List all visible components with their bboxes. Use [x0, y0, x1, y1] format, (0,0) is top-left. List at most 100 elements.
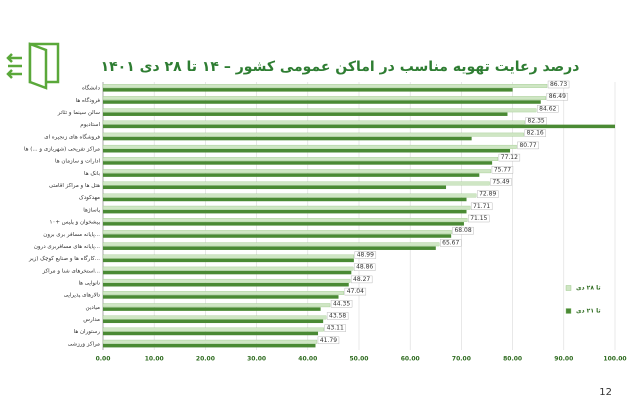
- legend-swatch: [565, 308, 572, 314]
- value-label: 43.58: [329, 312, 346, 319]
- bar: [102, 96, 546, 101]
- bar: [103, 307, 321, 311]
- bar: [102, 339, 318, 344]
- value-label: 48.86: [356, 264, 373, 271]
- x-tick-label: 80.00: [503, 356, 522, 363]
- bar: [103, 209, 467, 214]
- bar: [102, 254, 354, 259]
- value-label: 75.49: [492, 178, 509, 185]
- y-tick-label: مراکز ورزشی: [68, 340, 100, 347]
- bar: [103, 270, 352, 275]
- value-label: 82.35: [528, 118, 545, 125]
- value-label-box: [440, 239, 462, 247]
- y-tick-label: دانشگاه: [82, 85, 101, 92]
- bar: [103, 331, 319, 336]
- value-label-box: [476, 190, 499, 198]
- bar: [102, 193, 477, 198]
- x-tick-label: 70.00: [452, 356, 471, 363]
- value-label-box: [490, 178, 512, 186]
- legend-label: تا ۲۸ دی: [576, 285, 601, 292]
- y-tick-label: فروشگاه های زنجیره ای: [44, 133, 100, 140]
- value-label: 75.77: [494, 166, 511, 173]
- value-label: 71.15: [470, 215, 487, 222]
- value-label: 82.16: [527, 130, 544, 137]
- y-tick-label: تالارهای پذیرایی: [64, 293, 101, 299]
- y-tick-label: رستوران ها: [74, 329, 101, 335]
- value-label-box: [354, 251, 377, 259]
- chart-title: درصد رعایت تهویه مناسب در اماکن عمومی کش…: [101, 59, 580, 75]
- bar: [103, 149, 511, 153]
- bar: [102, 120, 525, 125]
- bar: [102, 303, 331, 308]
- y-tick-label: پایانه های مسافربری درون...: [34, 244, 100, 250]
- value-label: 48.27: [353, 276, 370, 283]
- value-label: 68.08: [454, 227, 471, 234]
- logo-door: [28, 42, 48, 90]
- value-label-box: [525, 117, 547, 125]
- bar: [102, 108, 537, 113]
- value-label-box: [452, 226, 474, 235]
- value-label: 43.11: [327, 325, 344, 332]
- bar: [102, 230, 452, 235]
- value-label-box: [470, 202, 493, 211]
- bar: [103, 258, 354, 263]
- x-tick-label: 60.00: [401, 356, 420, 363]
- y-tick-label: مهدکودک: [79, 194, 100, 201]
- y-tick-label: فرودگاه ها: [76, 97, 101, 104]
- y-tick-label: استخرهای شنا و مراکز...: [41, 267, 100, 274]
- legend-swatch: [565, 285, 572, 291]
- value-label: 86.49: [549, 93, 566, 100]
- bar: [102, 242, 440, 247]
- bar: [103, 124, 615, 129]
- value-label-box: [468, 214, 490, 223]
- value-label: 71.71: [473, 203, 490, 210]
- x-tick-label: 50.00: [350, 356, 369, 363]
- y-tick-label: بانک ها: [84, 170, 100, 177]
- x-tick-label: 90.00: [554, 356, 573, 363]
- value-label-box: [350, 275, 373, 284]
- bar: [103, 173, 480, 177]
- value-label: 77.12: [501, 154, 518, 161]
- value-label: 41.79: [320, 337, 337, 344]
- value-label-box: [326, 312, 349, 320]
- bar: [102, 205, 471, 210]
- value-label-box: [353, 263, 376, 271]
- x-tick-label: 0.00: [96, 356, 111, 363]
- value-label-box: [344, 287, 367, 296]
- bar: [103, 88, 513, 92]
- bar: [103, 136, 472, 141]
- logo: [6, 42, 60, 90]
- value-label: 48.99: [357, 252, 374, 259]
- bar: [103, 112, 508, 116]
- bar: [103, 185, 447, 190]
- legend-label: تا ۲۱ دی: [576, 308, 601, 315]
- value-label-box: [491, 166, 514, 174]
- bar: [103, 100, 541, 104]
- page-number: 12: [599, 387, 612, 398]
- bar: [102, 266, 354, 271]
- x-tick-label: 100.00: [603, 356, 626, 363]
- value-label-box: [517, 141, 539, 150]
- y-tick-label: سالن سینما و تئاتر: [57, 110, 101, 116]
- y-tick-label: نانوایی ها: [78, 281, 100, 287]
- value-label: 44.35: [333, 300, 350, 307]
- value-label-box: [537, 105, 559, 113]
- value-label: 84.62: [539, 105, 556, 112]
- value-label-box: [524, 129, 546, 137]
- bar: [102, 132, 524, 137]
- bar: [102, 157, 499, 161]
- bar: [103, 246, 436, 250]
- y-tick-label: مدارس: [83, 317, 100, 323]
- bar: [102, 278, 351, 283]
- y-tick-label: پیشخوان و پلیس +۱۰: [49, 220, 100, 226]
- logo-arrows: [6, 53, 22, 79]
- x-tick-label: 20.00: [196, 356, 215, 363]
- bar: [103, 319, 324, 324]
- x-tick-label: 10.00: [145, 356, 164, 363]
- value-label: 47.04: [347, 288, 364, 295]
- bar: [102, 327, 324, 332]
- bar: [102, 181, 490, 186]
- bar: [103, 197, 467, 202]
- value-label-box: [330, 300, 353, 308]
